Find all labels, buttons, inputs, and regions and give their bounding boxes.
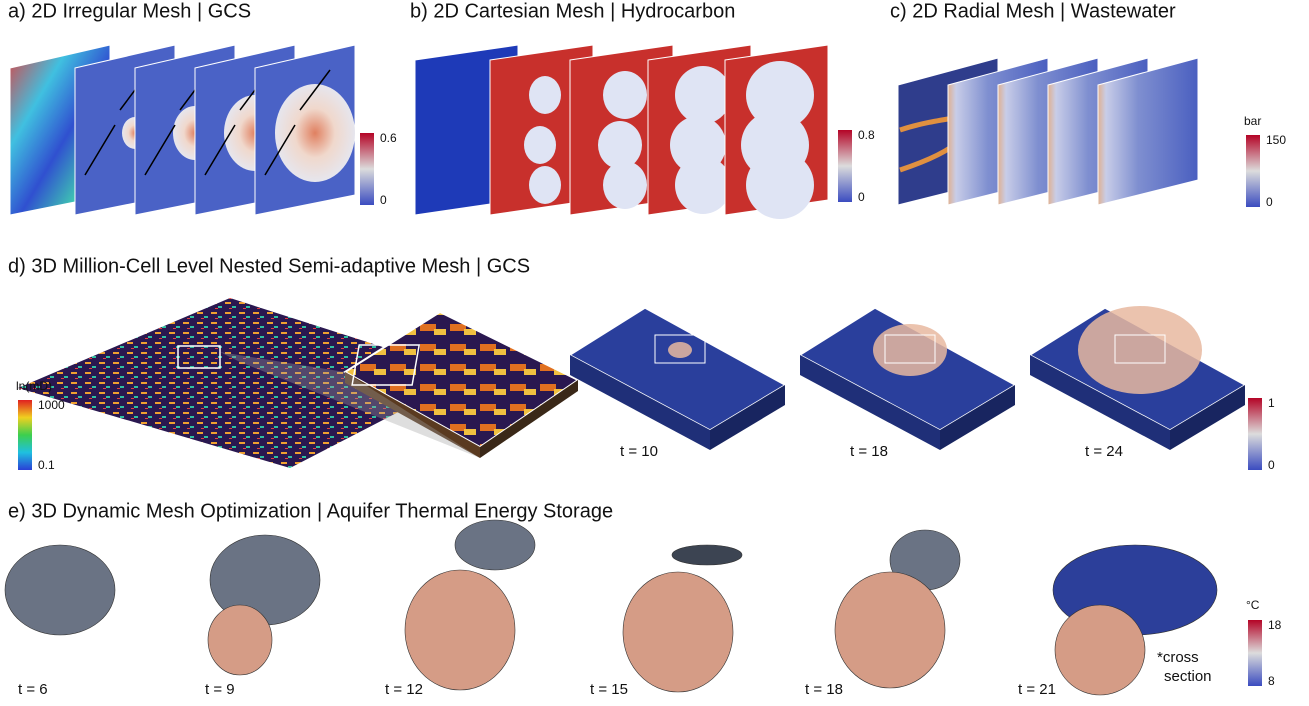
plume-body — [207, 604, 273, 676]
nest-box — [884, 334, 936, 364]
plume — [675, 66, 731, 124]
colorbar-unit: bar — [1244, 114, 1261, 128]
fault — [144, 124, 176, 176]
sheet — [1097, 57, 1199, 206]
colorbar-tick-label: 0.1 — [38, 458, 55, 472]
slab-side — [480, 380, 578, 458]
time-label: t = 15 — [590, 681, 628, 698]
plume-body — [404, 569, 516, 691]
slab-side — [710, 385, 785, 450]
artwork — [4, 44, 1262, 696]
colorbar-tick-label: 0.8 — [858, 128, 875, 142]
plume-body — [4, 544, 116, 636]
colorbar — [1246, 135, 1260, 207]
reservoir-slab — [18, 298, 470, 468]
panel-title: c) 2D Radial Mesh | Wastewater — [890, 0, 1176, 22]
plume-body — [1054, 604, 1146, 696]
plume — [675, 156, 731, 214]
plume — [529, 76, 561, 114]
plume-body — [454, 519, 536, 571]
slab-side — [800, 355, 940, 450]
plume-body — [622, 571, 734, 693]
fault — [299, 69, 331, 111]
slab-side — [1170, 385, 1245, 450]
colorbar-tick-label: 0 — [1266, 195, 1273, 209]
colorbar — [1248, 398, 1262, 470]
plume — [746, 151, 814, 219]
colorbar-tick-label: 8 — [1268, 674, 1275, 688]
colorbar-tick-label: 0 — [380, 193, 387, 207]
plume — [603, 71, 647, 119]
colorbar-unit: °C — [1246, 598, 1260, 612]
panel-title: a) 2D Irregular Mesh | GCS — [8, 0, 251, 22]
slab-side — [570, 355, 710, 450]
plume — [746, 61, 814, 129]
time-label: t = 9 — [205, 681, 235, 698]
plume-body — [834, 571, 946, 689]
time-label: t = 18 — [805, 681, 843, 698]
plume — [668, 342, 692, 358]
fault — [84, 124, 116, 176]
colorbar — [838, 130, 852, 202]
plume — [598, 121, 642, 169]
annotation: section — [1164, 668, 1212, 685]
colorbar — [1248, 620, 1262, 686]
colorbar — [360, 133, 374, 205]
nest-box — [1114, 334, 1166, 364]
zoom-slab — [343, 310, 580, 449]
plume — [873, 324, 947, 376]
slab-side — [1030, 355, 1170, 450]
plume — [529, 166, 561, 204]
plume-body — [671, 544, 743, 566]
plume — [524, 126, 556, 164]
nest-box — [654, 334, 706, 364]
time-label: t = 18 — [850, 443, 888, 460]
colorbar-tick-label: 0.6 — [380, 131, 397, 145]
fault — [264, 124, 296, 176]
colorbar — [18, 400, 32, 470]
plume — [275, 84, 355, 182]
nest-box — [351, 344, 421, 386]
panel-title: e) 3D Dynamic Mesh Optimization | Aquife… — [8, 500, 613, 522]
colorbar-tick-label: 1 — [1268, 396, 1275, 410]
panel-title: d) 3D Million-Cell Level Nested Semi-ada… — [8, 255, 530, 277]
nest-box — [177, 345, 221, 369]
annotation: *cross — [1157, 649, 1199, 666]
colorbar-tick-label: 150 — [1266, 133, 1286, 147]
colorbar-tick-label: 0 — [858, 190, 865, 204]
colorbar-tick-label: 18 — [1268, 618, 1282, 632]
colorbar-tick-label: 1000 — [38, 398, 65, 412]
time-label: t = 10 — [620, 443, 658, 460]
time-label: t = 6 — [18, 681, 48, 698]
plume — [603, 161, 647, 209]
time-label: t = 12 — [385, 681, 423, 698]
panel-title: b) 2D Cartesian Mesh | Hydrocarbon — [410, 0, 735, 22]
colorbar-unit: ln(mD) — [16, 379, 52, 393]
colorbar-tick-label: 0 — [1268, 458, 1275, 472]
plume — [1078, 306, 1202, 394]
time-label: t = 24 — [1085, 443, 1123, 460]
fault — [204, 124, 236, 176]
slab-side — [940, 385, 1015, 450]
labels: 0.6 0 0.8 0 150 0 bar 1000 0.1 ln(mD) 1 0 18 8 °C t = 1… — [16, 114, 1286, 698]
zoom-connector — [220, 352, 480, 458]
slab-side — [345, 372, 480, 458]
time-label: t = 21 — [1018, 681, 1056, 698]
